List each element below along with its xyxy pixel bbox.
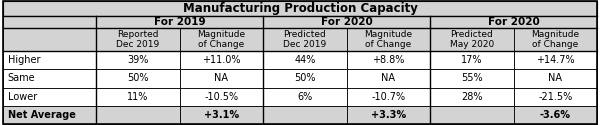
Text: -10.7%: -10.7% xyxy=(371,92,406,102)
Text: NA: NA xyxy=(382,74,395,84)
Bar xyxy=(347,51,430,69)
Bar xyxy=(430,28,514,51)
Text: 39%: 39% xyxy=(127,55,149,65)
Text: Same: Same xyxy=(8,74,35,84)
Text: 28%: 28% xyxy=(461,92,482,102)
Text: 11%: 11% xyxy=(127,92,149,102)
Text: For 2020: For 2020 xyxy=(488,17,539,27)
Bar xyxy=(3,88,96,106)
Bar xyxy=(430,51,514,69)
Text: Predicted
May 2020: Predicted May 2020 xyxy=(449,30,494,49)
Bar xyxy=(179,69,263,88)
Bar xyxy=(514,28,597,51)
Bar xyxy=(3,16,96,28)
Text: 50%: 50% xyxy=(294,74,316,84)
Bar xyxy=(179,88,263,106)
Bar xyxy=(514,51,597,69)
Bar xyxy=(96,28,179,51)
Bar xyxy=(347,88,430,106)
Bar xyxy=(96,88,179,106)
Text: NA: NA xyxy=(548,74,562,84)
Bar xyxy=(347,69,430,88)
Text: Net Average: Net Average xyxy=(8,110,76,120)
Bar xyxy=(430,88,514,106)
Text: 44%: 44% xyxy=(294,55,316,65)
Bar xyxy=(430,16,597,28)
Bar xyxy=(514,69,597,88)
Text: 55%: 55% xyxy=(461,74,482,84)
Bar xyxy=(96,16,263,28)
Text: 6%: 6% xyxy=(297,92,313,102)
Bar xyxy=(347,106,430,124)
Text: +11.0%: +11.0% xyxy=(202,55,241,65)
Text: Magnitude
of Change: Magnitude of Change xyxy=(531,30,580,49)
Bar xyxy=(179,106,263,124)
Bar xyxy=(96,106,179,124)
Bar xyxy=(263,28,347,51)
Bar xyxy=(430,69,514,88)
Text: Lower: Lower xyxy=(8,92,37,102)
Text: +3.1%: +3.1% xyxy=(204,110,239,120)
Text: -10.5%: -10.5% xyxy=(205,92,238,102)
Text: -21.5%: -21.5% xyxy=(538,92,572,102)
Text: +14.7%: +14.7% xyxy=(536,55,575,65)
Text: Predicted
Dec 2019: Predicted Dec 2019 xyxy=(283,30,326,49)
Text: Magnitude
of Change: Magnitude of Change xyxy=(364,30,412,49)
Bar xyxy=(3,106,96,124)
Text: 17%: 17% xyxy=(461,55,482,65)
Bar xyxy=(514,88,597,106)
Text: For 2019: For 2019 xyxy=(154,17,205,27)
Text: +8.8%: +8.8% xyxy=(372,55,404,65)
Bar xyxy=(179,28,263,51)
Bar xyxy=(263,88,347,106)
Bar xyxy=(347,28,430,51)
Bar xyxy=(3,28,96,51)
Bar xyxy=(514,106,597,124)
Text: +3.3%: +3.3% xyxy=(371,110,406,120)
Bar xyxy=(3,69,96,88)
Bar xyxy=(263,16,430,28)
Bar xyxy=(3,51,96,69)
Bar xyxy=(263,51,347,69)
Text: NA: NA xyxy=(214,74,229,84)
Text: Magnitude
of Change: Magnitude of Change xyxy=(197,30,245,49)
Text: Manufacturing Production Capacity: Manufacturing Production Capacity xyxy=(182,2,418,15)
Bar xyxy=(430,106,514,124)
Bar xyxy=(263,69,347,88)
Bar xyxy=(263,106,347,124)
Bar xyxy=(96,69,179,88)
Bar xyxy=(96,51,179,69)
Text: 50%: 50% xyxy=(127,74,149,84)
Bar xyxy=(3,1,597,16)
Text: Higher: Higher xyxy=(8,55,40,65)
Text: Reported
Dec 2019: Reported Dec 2019 xyxy=(116,30,160,49)
Bar xyxy=(179,51,263,69)
Text: For 2020: For 2020 xyxy=(321,17,373,27)
Text: -3.6%: -3.6% xyxy=(540,110,571,120)
